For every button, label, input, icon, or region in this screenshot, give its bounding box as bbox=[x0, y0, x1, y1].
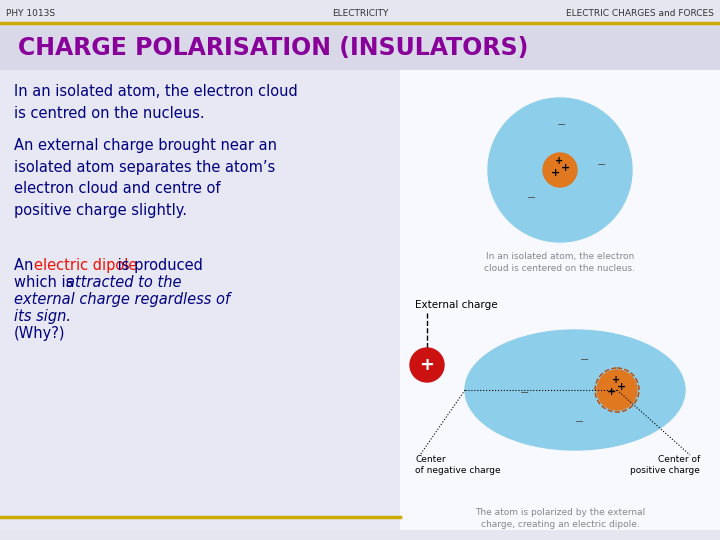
Text: +: + bbox=[420, 356, 434, 374]
Text: ELECTRICITY: ELECTRICITY bbox=[332, 9, 388, 17]
Bar bbox=[0, 70, 400, 530]
Text: PHY 1013S: PHY 1013S bbox=[6, 9, 55, 17]
Text: −: − bbox=[557, 120, 567, 130]
Ellipse shape bbox=[465, 330, 685, 450]
Text: Center
of negative charge: Center of negative charge bbox=[415, 455, 500, 475]
Text: −: − bbox=[575, 417, 585, 427]
Text: −: − bbox=[527, 193, 536, 203]
Text: (Why?): (Why?) bbox=[14, 326, 66, 341]
Text: An: An bbox=[14, 258, 38, 273]
Text: External charge: External charge bbox=[415, 300, 498, 310]
Text: +: + bbox=[560, 163, 570, 173]
Text: +: + bbox=[550, 168, 559, 178]
Text: An external charge brought near an
isolated atom separates the atom’s
electron c: An external charge brought near an isola… bbox=[14, 138, 277, 218]
Text: external charge regardless of: external charge regardless of bbox=[14, 292, 230, 307]
Text: is produced: is produced bbox=[113, 258, 203, 273]
Text: +: + bbox=[555, 156, 563, 166]
Text: The atom is polarized by the external
charge, creating an electric dipole.: The atom is polarized by the external ch… bbox=[475, 508, 645, 529]
Text: In an isolated atom, the electron cloud
is centred on the nucleus.: In an isolated atom, the electron cloud … bbox=[14, 84, 298, 120]
Circle shape bbox=[410, 348, 444, 382]
Text: In an isolated atom, the electron
cloud is centered on the nucleus.: In an isolated atom, the electron cloud … bbox=[485, 252, 636, 273]
Text: its sign.: its sign. bbox=[14, 309, 71, 324]
Text: attracted to the: attracted to the bbox=[66, 275, 181, 290]
Bar bbox=[400, 70, 720, 530]
Text: CHARGE POLARISATION (INSULATORS): CHARGE POLARISATION (INSULATORS) bbox=[18, 36, 528, 60]
Circle shape bbox=[597, 370, 637, 410]
Text: electric dipole: electric dipole bbox=[34, 258, 138, 273]
Text: +: + bbox=[617, 382, 626, 392]
Circle shape bbox=[488, 98, 632, 242]
Text: ELECTRIC CHARGES and FORCES: ELECTRIC CHARGES and FORCES bbox=[566, 9, 714, 17]
Text: −: − bbox=[521, 388, 530, 398]
Text: +: + bbox=[612, 375, 620, 385]
Text: −: − bbox=[580, 355, 590, 365]
Text: −: − bbox=[598, 160, 607, 170]
Bar bbox=[0, 24, 720, 70]
Text: which is: which is bbox=[14, 275, 78, 290]
Text: +: + bbox=[606, 387, 616, 397]
Text: Center of
positive charge: Center of positive charge bbox=[630, 455, 700, 475]
Circle shape bbox=[543, 153, 577, 187]
